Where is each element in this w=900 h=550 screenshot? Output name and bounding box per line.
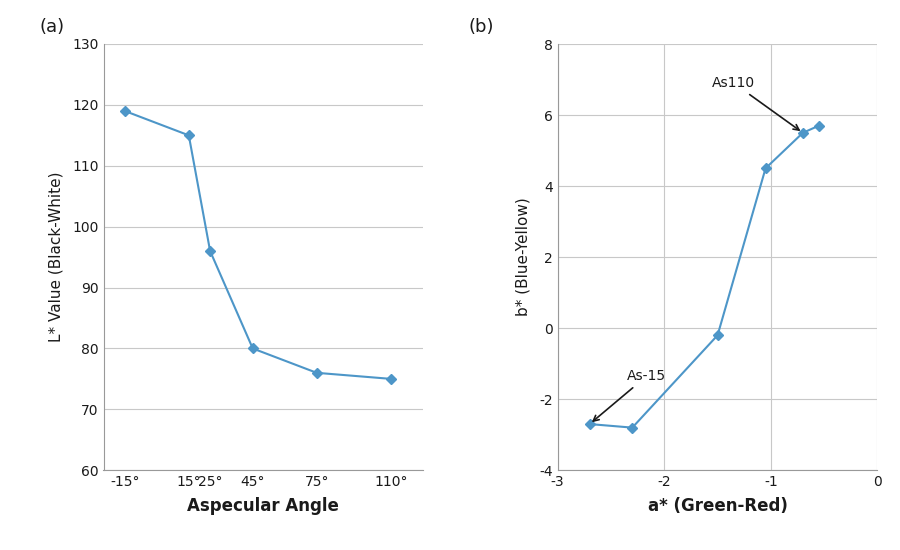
X-axis label: Aspecular Angle: Aspecular Angle: [187, 497, 339, 515]
Text: As110: As110: [712, 76, 799, 130]
Y-axis label: b* (Blue-Yellow): b* (Blue-Yellow): [516, 198, 531, 316]
Y-axis label: L* Value (Black-White): L* Value (Black-White): [49, 172, 64, 342]
Text: (a): (a): [40, 18, 65, 36]
Text: (b): (b): [468, 18, 493, 36]
Text: As-15: As-15: [593, 369, 666, 421]
X-axis label: a* (Green-Red): a* (Green-Red): [648, 497, 788, 515]
